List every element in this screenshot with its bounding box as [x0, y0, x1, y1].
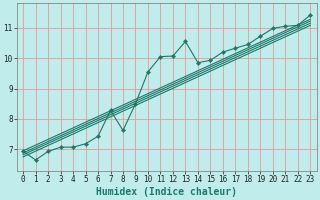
X-axis label: Humidex (Indice chaleur): Humidex (Indice chaleur) [96, 186, 237, 197]
